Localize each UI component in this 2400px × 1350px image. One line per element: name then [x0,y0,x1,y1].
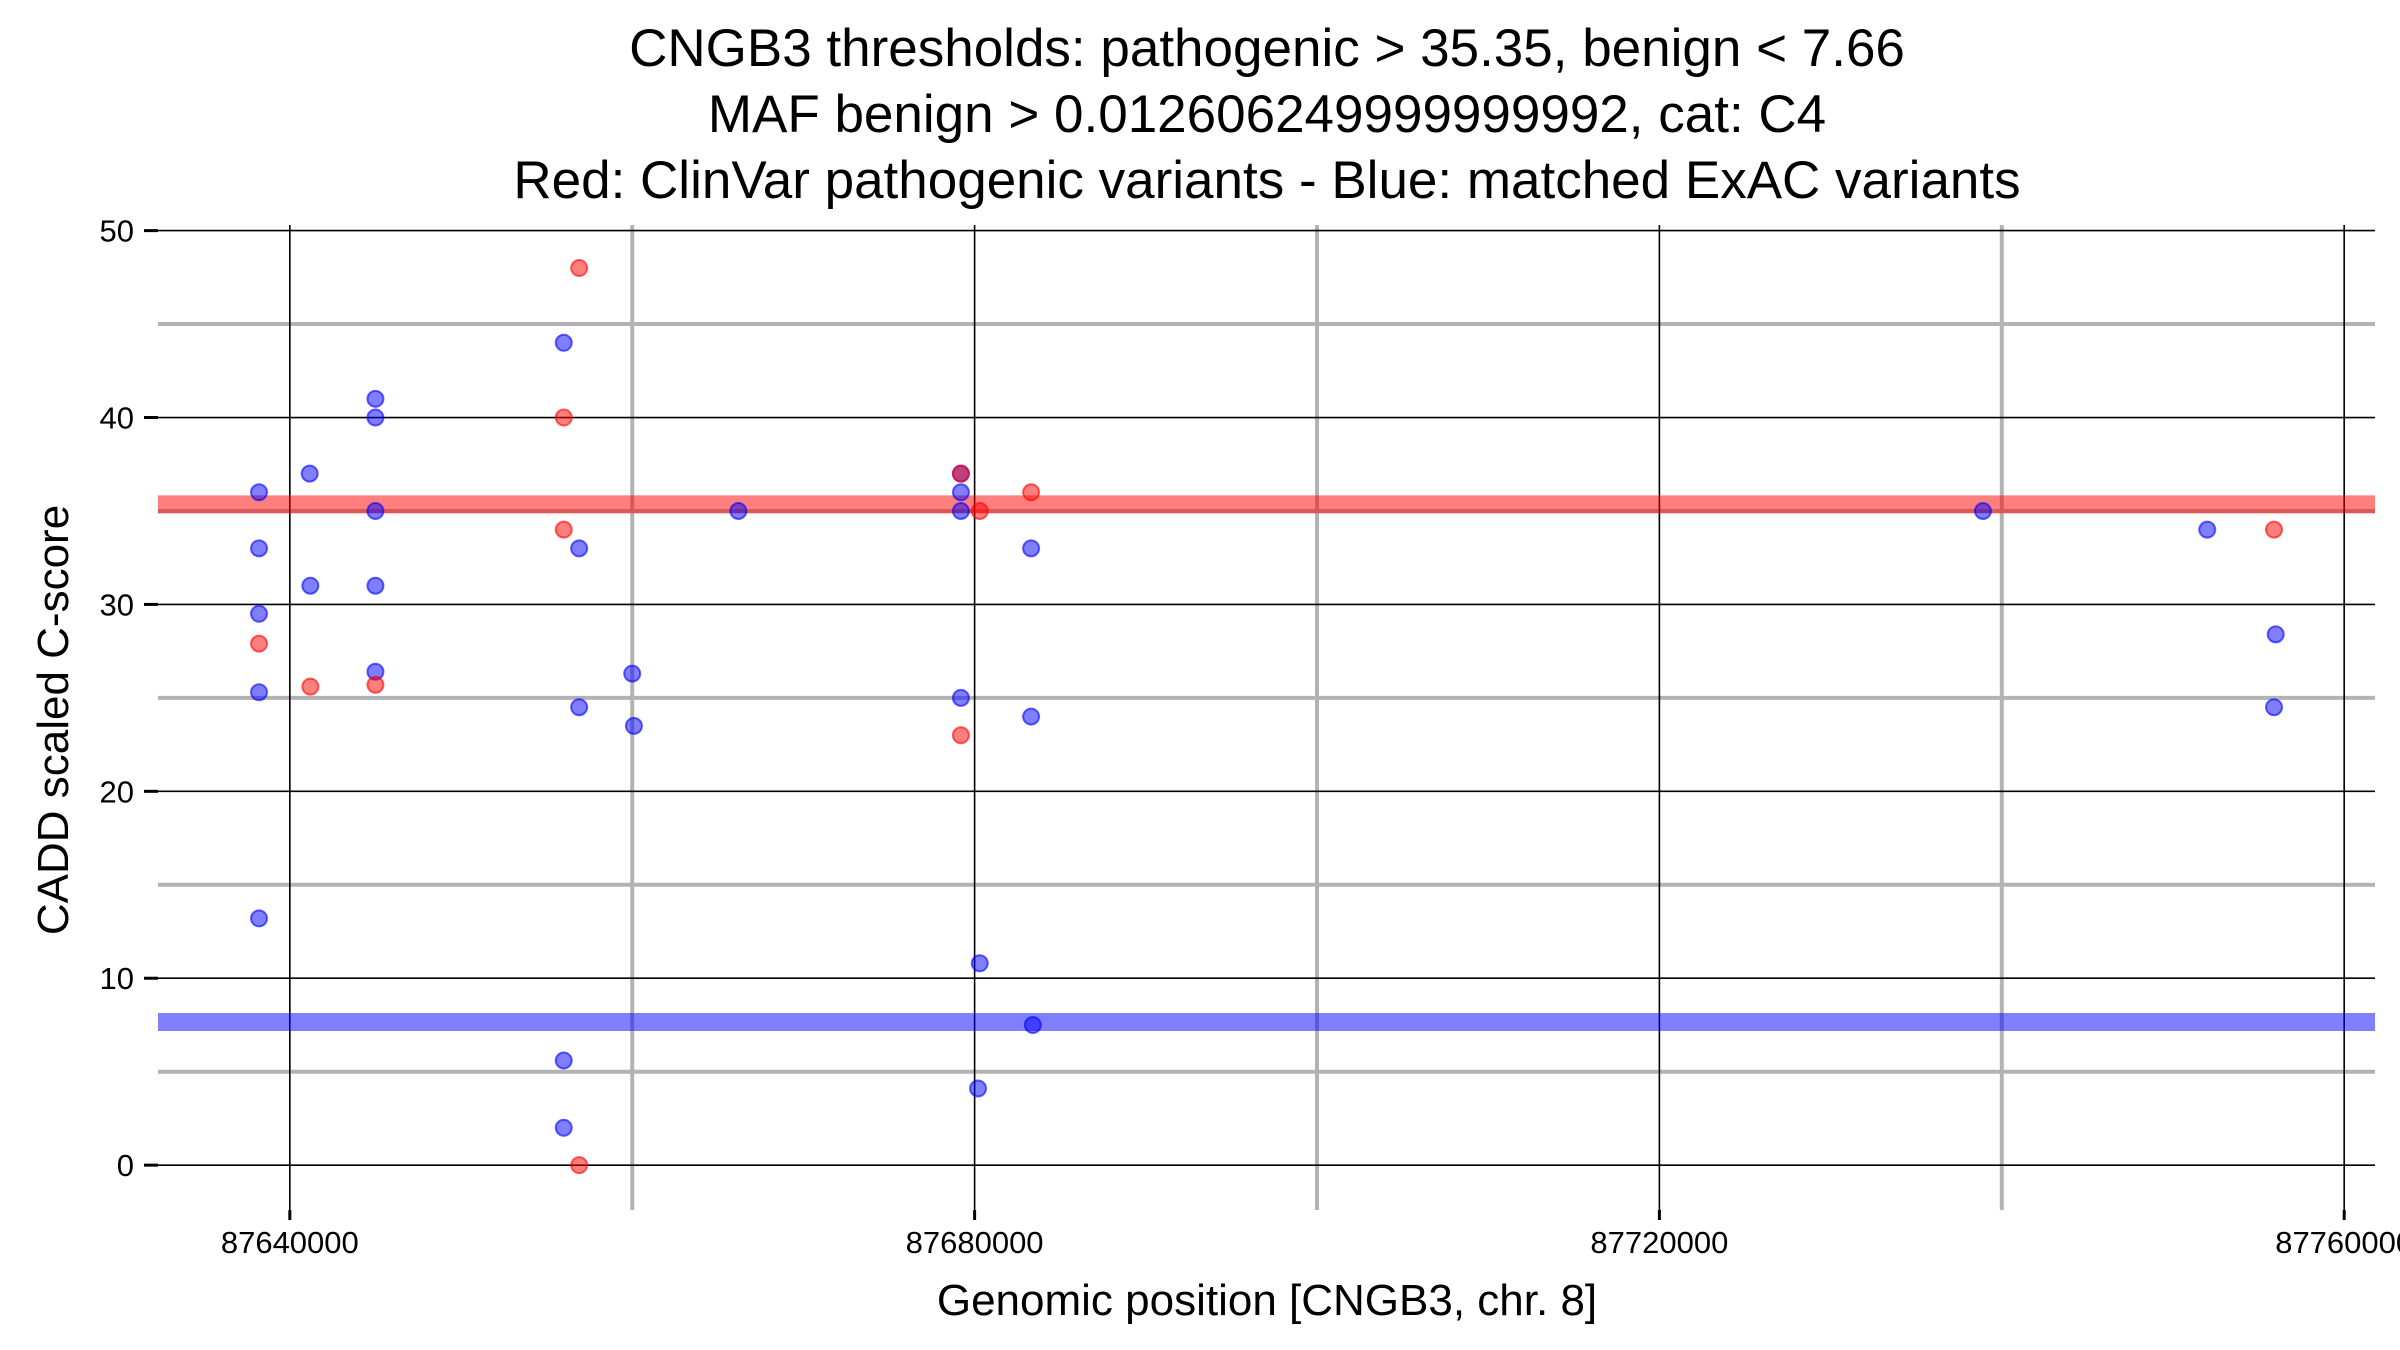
exac-point [624,716,643,735]
exac-point [570,539,589,558]
exac-point [623,664,642,683]
clinvar-pathogenic-point [570,1156,589,1175]
exac-point [1023,1015,1042,1034]
axes: 0 10 20 30 40 50 87640000 87680000 87720000 87760… [100,214,2400,1260]
x-axis-label: Genomic position [CNGB3, chr. 8] [937,1276,1597,1325]
exac-point [1022,707,1041,726]
clinvar-pathogenic-point [301,677,320,696]
exac-point [250,539,269,558]
x-tick-label: 87760000 [2275,1225,2400,1260]
clinvar-pathogenic-point [951,726,970,745]
chart-title-line-3: Red: ClinVar pathogenic variants - Blue:… [513,151,2020,210]
exac-point [570,698,589,717]
clinvar-pathogenic-point [250,634,269,653]
y-tick-label: 40 [100,401,134,436]
x-tick-label: 87680000 [906,1225,1044,1260]
exac-point [951,501,970,520]
clinvar-pathogenic-point [1022,483,1041,502]
clinvar-pathogenic-point [554,408,573,427]
exac-point [2198,520,2217,539]
clinvar-pathogenic-point [951,464,970,483]
exac-point [554,333,573,352]
clinvar-pathogenic-point [570,258,589,277]
chart-title-line-2: MAF benign > 0.012606249999999992, cat: … [708,85,1826,144]
exac-point [250,483,269,502]
exac-point [1022,539,1041,558]
y-tick-label: 30 [100,587,134,622]
exac-point [2264,698,2283,717]
y-tick-label: 0 [117,1148,134,1183]
exac-point [554,1051,573,1070]
exac-point [366,501,385,520]
clinvar-pathogenic-point [970,501,989,520]
data-points [250,258,2285,1175]
clinvar-pathogenic-point [554,520,573,539]
clinvar-pathogenic-point [366,675,385,694]
y-tick-label: 10 [100,961,134,996]
grid [158,225,2375,1210]
exac-point [970,954,989,973]
x-tick-label: 87640000 [221,1225,359,1260]
exac-point [366,408,385,427]
exac-point [2266,625,2285,644]
x-tick-label: 87720000 [1590,1225,1728,1260]
exac-point [951,688,970,707]
y-tick-label: 20 [100,774,134,809]
threshold-lines [158,495,2375,1031]
exac-point [729,501,748,520]
exac-point [250,604,269,623]
clinvar-pathogenic-point [2264,520,2283,539]
exac-point [969,1079,988,1098]
exac-point [301,576,320,595]
exac-point [300,464,319,483]
exac-point [1973,501,1992,520]
exac-point [554,1118,573,1137]
exac-point [250,909,269,928]
exac-point [366,576,385,595]
y-axis-label: CADD scaled C-score [29,505,78,935]
y-tick-label: 50 [100,214,134,249]
exac-point [250,683,269,702]
chart-title-line-1: CNGB3 thresholds: pathogenic > 35.35, be… [629,19,1905,78]
exac-point [366,389,385,408]
exac-point [951,483,970,502]
